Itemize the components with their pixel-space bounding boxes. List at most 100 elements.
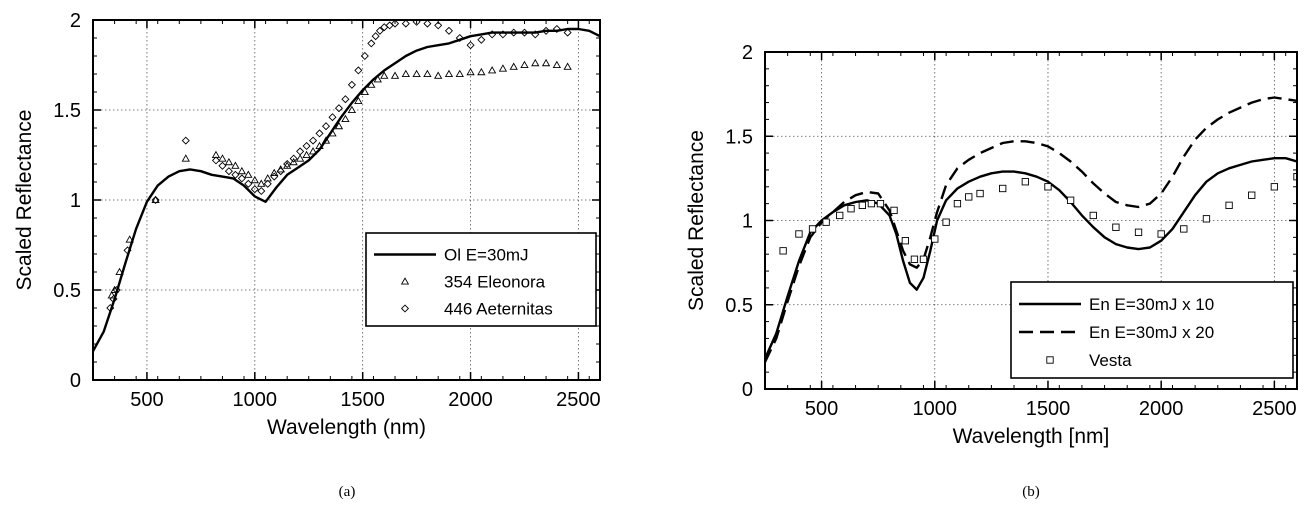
- data-point: [367, 39, 376, 48]
- data-point: [315, 141, 324, 150]
- panel-caption: (a): [339, 484, 356, 500]
- data-point: [375, 26, 384, 35]
- data-point: [541, 58, 551, 67]
- x-axis-label: Wavelength (nm): [267, 416, 426, 439]
- grid: [93, 20, 600, 380]
- data-point: [391, 20, 400, 28]
- data-point: [112, 285, 121, 295]
- data-point: [211, 156, 221, 165]
- data-point: [367, 80, 376, 88]
- data-point: [531, 30, 540, 39]
- x-tick-label: 2500: [556, 389, 601, 411]
- x-tick-label: 1000: [913, 398, 958, 420]
- y-tick-label: 2: [70, 10, 81, 32]
- data-point: [434, 71, 443, 79]
- y-tick-label: 1: [70, 190, 81, 212]
- plot-frame: [764, 51, 1298, 390]
- data-point: [509, 62, 518, 70]
- legend-swatch: [400, 304, 410, 313]
- data-point: [321, 136, 331, 144]
- data-point: [423, 69, 432, 78]
- data-point: [347, 80, 356, 89]
- data-point: [976, 189, 984, 198]
- data-point: [520, 28, 529, 37]
- legend: En E=30mJ x 10 En E=30mJ x 20 Vesta: [1010, 281, 1294, 379]
- y-tick-label: 0.5: [725, 295, 753, 317]
- data-point: [455, 69, 464, 78]
- data-point: [321, 122, 331, 131]
- series-line: [765, 96, 1297, 363]
- data-point: [231, 161, 240, 169]
- data-point: [867, 199, 876, 208]
- data-point: [498, 64, 508, 72]
- data-point: [1293, 173, 1297, 181]
- legend: Ol E=30mJ 354 Eleonora 446 Aeternitas: [365, 232, 597, 327]
- data-point: [901, 237, 910, 245]
- data-point: [250, 175, 259, 184]
- data-point: [151, 195, 160, 204]
- data-point: [1157, 230, 1165, 238]
- series-354-eleonora: [107, 58, 572, 299]
- legend-label: 354 Eleonora: [444, 273, 546, 292]
- series-446-aeternitas: [106, 20, 572, 313]
- data-point: [289, 157, 298, 166]
- data-point: [270, 168, 279, 177]
- data-point: [552, 24, 561, 34]
- data-point: [1248, 191, 1256, 199]
- data-point: [354, 96, 363, 105]
- legend-label: 446 Aeternitas: [444, 300, 553, 319]
- data-point: [328, 113, 337, 122]
- data-point: [109, 294, 118, 304]
- data-point: [295, 154, 305, 162]
- legend-label: En E=30mJ x 10: [1089, 295, 1214, 314]
- data-point: [181, 136, 190, 145]
- data-point: [563, 62, 572, 70]
- data-point: [151, 195, 160, 205]
- series-en-e-30mj-x-20: [765, 96, 1297, 363]
- y-tick-label: 0.5: [53, 280, 81, 302]
- x-tick-label: 1500: [340, 389, 385, 411]
- series-ol-e-30mj: [93, 27, 600, 352]
- legend-box: [365, 232, 597, 327]
- data-point: [965, 193, 973, 201]
- data-point: [1180, 225, 1188, 233]
- data-point: [181, 154, 190, 162]
- series-line: [765, 157, 1297, 360]
- data-point: [224, 157, 234, 166]
- data-point: [1089, 211, 1097, 220]
- x-tick-label: 500: [805, 398, 838, 420]
- data-point: [931, 235, 939, 243]
- legend-box: [1010, 281, 1294, 379]
- data-point: [244, 170, 253, 178]
- data-point: [552, 60, 562, 69]
- legend-swatch: [1046, 356, 1054, 364]
- panel-a: 500 1000 1500 2000 2500 0 0.5 1 1.5 2 Wavelength (…: [13, 10, 601, 500]
- data-point: [477, 67, 486, 76]
- data-point: [218, 161, 227, 170]
- data-point: [477, 35, 486, 44]
- data-point: [1202, 215, 1211, 223]
- data-point: [509, 28, 518, 37]
- data-point: [531, 58, 540, 67]
- data-point: [257, 186, 266, 196]
- data-point: [542, 26, 551, 35]
- data-point: [371, 32, 380, 41]
- data-point: [999, 184, 1007, 193]
- data-point: [334, 121, 344, 130]
- data-point: [237, 174, 246, 183]
- data-point: [270, 172, 279, 181]
- data-point: [520, 60, 529, 69]
- data-point: [1112, 223, 1120, 231]
- data-point: [296, 147, 305, 156]
- data-point: [890, 206, 898, 215]
- data-point: [795, 230, 803, 238]
- data-point: [808, 225, 817, 233]
- panel-caption: (b): [1022, 484, 1040, 500]
- plot-frame: [92, 19, 601, 381]
- data-point: [289, 154, 298, 163]
- y-axis-label: Scaled Reflectance: [685, 130, 708, 311]
- y-tick-label: 0: [742, 379, 753, 401]
- data-point: [218, 154, 227, 162]
- data-point: [315, 129, 324, 138]
